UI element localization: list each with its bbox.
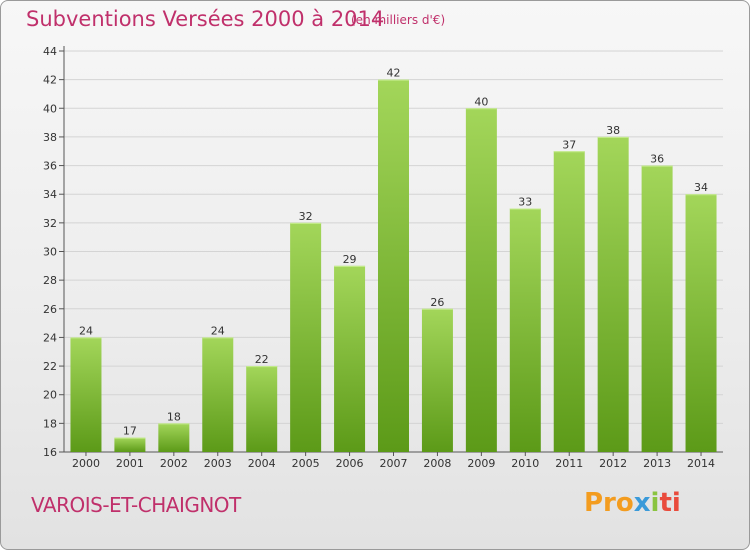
y-tick-label: 42: [43, 74, 57, 87]
y-tick-label: 24: [43, 331, 57, 344]
x-tick-label: 2001: [116, 457, 144, 470]
y-tick-label: 28: [43, 274, 57, 287]
x-tick-label: 2005: [292, 457, 320, 470]
bar-value-label: 37: [562, 138, 576, 151]
bar: [465, 108, 497, 453]
bars: [70, 79, 717, 453]
bar-value-label: 42: [387, 67, 401, 80]
bar-value-label: 26: [430, 296, 444, 309]
bar-value-label: 17: [123, 425, 137, 438]
bar: [334, 265, 366, 452]
bar-value-label: 36: [650, 153, 664, 166]
bar-value-label: 24: [211, 324, 225, 337]
y-tick-label: 38: [43, 131, 57, 144]
logo-part-2: x: [633, 488, 651, 518]
chart-subtitle: (en milliers d'€): [351, 13, 446, 27]
bar: [597, 136, 629, 452]
x-tick-label: 2007: [380, 457, 408, 470]
x-tick-label: 2000: [72, 457, 100, 470]
bar: [421, 308, 453, 452]
proxiti-logo[interactable]: Proxiti: [584, 488, 681, 518]
x-tick-label: 2010: [511, 457, 539, 470]
bar: [114, 437, 146, 452]
bar: [685, 194, 717, 452]
bar-value-label: 33: [518, 196, 532, 209]
y-tick-label: 22: [43, 360, 57, 373]
bar-value-label: 18: [167, 410, 181, 423]
logo-part-3: i: [650, 488, 660, 518]
y-tick-label: 26: [43, 303, 57, 316]
bar-value-label: 38: [606, 124, 620, 137]
x-tick-label: 2013: [643, 457, 671, 470]
commune-name: VAROIS-ET-CHAIGNOT: [31, 493, 241, 517]
bar-chart: 16 18 20 22 24 26 28 30 32 34 36 38 40 42 44 24 2000 17 20…: [43, 45, 723, 470]
y-tick-label: 34: [43, 188, 57, 201]
x-tick-label: 2002: [160, 457, 188, 470]
bar-value-label: 34: [694, 181, 708, 194]
y-tick-label: 32: [43, 217, 57, 230]
y-tick-label: 16: [43, 446, 57, 459]
bar-value-label: 24: [79, 324, 93, 337]
bar: [202, 337, 234, 452]
bar-value-label: 32: [299, 210, 313, 223]
y-tick-label: 40: [43, 102, 57, 115]
y-tick-label: 30: [43, 246, 57, 259]
x-tick-label: 2003: [204, 457, 232, 470]
logo-part-1: Pro: [584, 488, 634, 518]
x-tick-label: 2009: [467, 457, 495, 470]
x-tick-label: 2006: [336, 457, 364, 470]
x-tick-label: 2011: [555, 457, 583, 470]
bar: [158, 423, 190, 452]
bar-value-label: 29: [343, 253, 357, 266]
y-tick-label: 20: [43, 389, 57, 402]
y-tick-label: 44: [43, 45, 57, 58]
bar-value-label: 40: [474, 95, 488, 108]
bar: [290, 222, 322, 452]
x-tick-label: 2004: [248, 457, 276, 470]
bar: [70, 337, 102, 452]
y-tick-label: 36: [43, 160, 57, 173]
x-tick-label: 2008: [423, 457, 451, 470]
logo-part-4: ti: [659, 488, 681, 518]
bar: [553, 151, 585, 452]
bar: [509, 208, 541, 452]
chart-title: Subventions Versées 2000 à 2014: [26, 7, 385, 31]
labels: 16 18 20 22 24 26 28 30 32 34 36 38 40 42 44 24 2000 17 20…: [43, 45, 715, 470]
bar-value-label: 22: [255, 353, 269, 366]
y-tick-label: 18: [43, 417, 57, 430]
bar: [641, 165, 673, 453]
bar: [378, 79, 409, 453]
x-tick-label: 2014: [687, 457, 715, 470]
x-tick-label: 2012: [599, 457, 627, 470]
bar: [246, 366, 278, 452]
